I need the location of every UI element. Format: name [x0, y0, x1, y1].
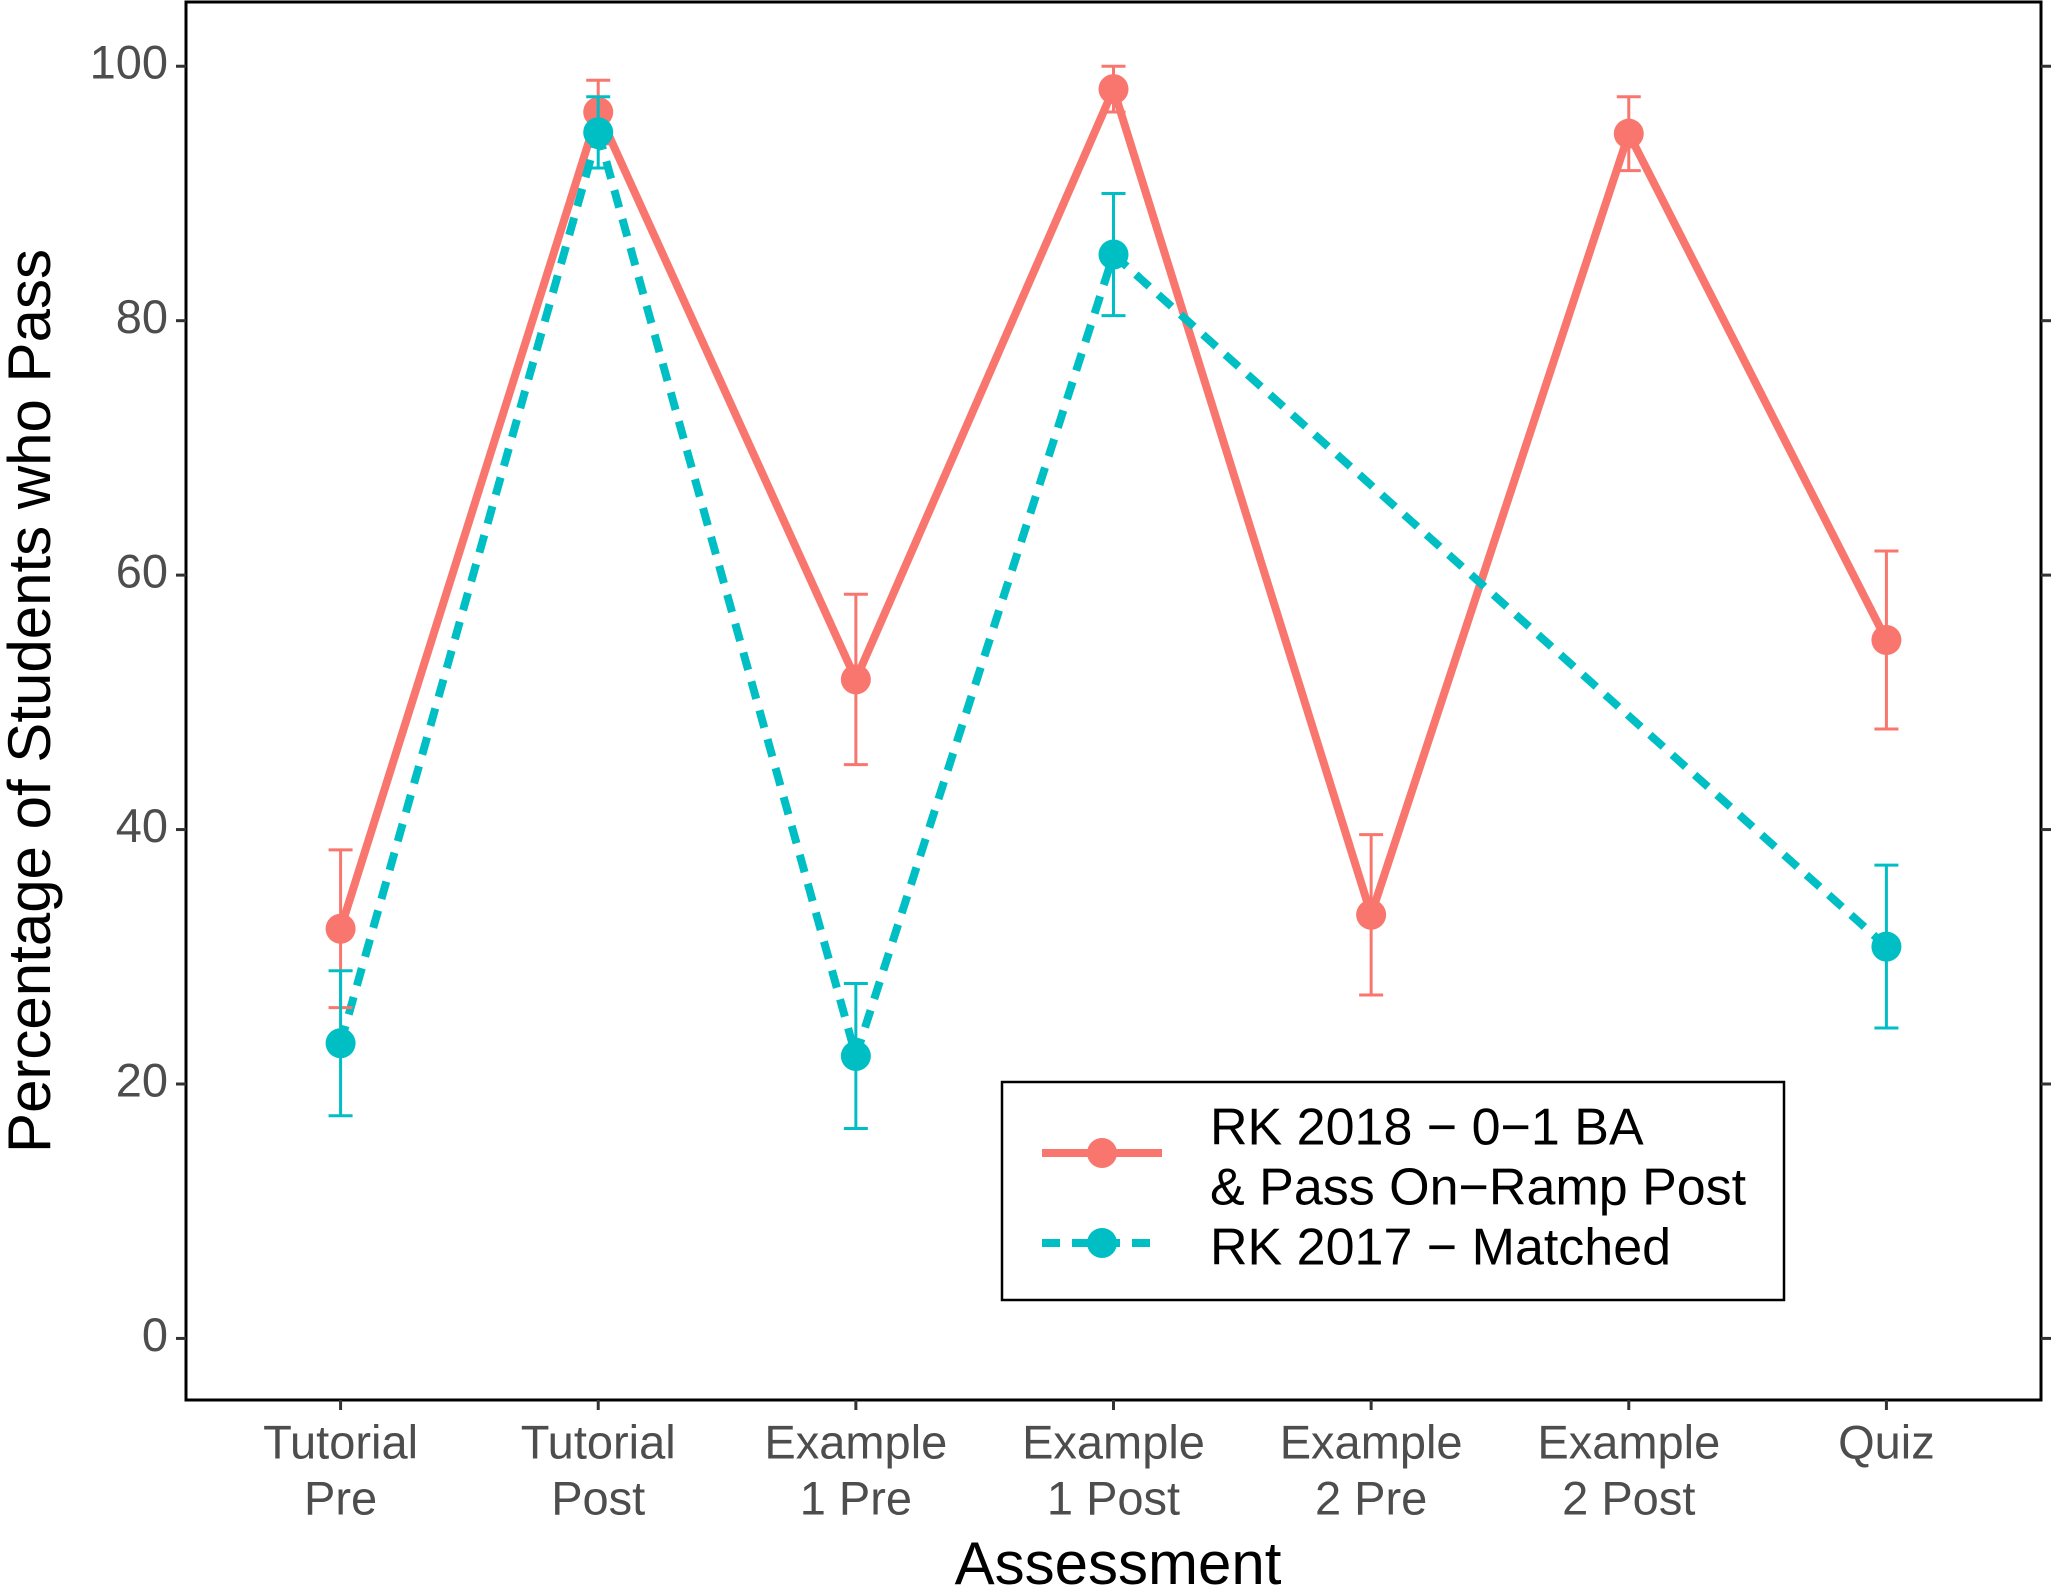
point	[1613, 118, 1644, 149]
series-line	[1109, 87, 1375, 916]
x-tick-label: Example	[1537, 1415, 1720, 1468]
y-tick-label: 20	[116, 1053, 168, 1106]
x-axis-title: Assessment	[955, 1530, 1282, 1593]
point	[1098, 239, 1129, 270]
point	[840, 1041, 871, 1072]
series-line	[594, 110, 860, 682]
y-tick-label: 100	[90, 36, 168, 89]
legend-label: RK 2018 − 0−1 BA	[1210, 1099, 1644, 1157]
x-tick-label: Tutorial	[263, 1415, 418, 1468]
point	[583, 117, 614, 148]
legend-box	[1000, 1080, 1786, 1302]
y-tick-label: 40	[116, 799, 168, 852]
point	[1356, 899, 1387, 930]
x-tick-label: Example	[764, 1415, 947, 1468]
point	[325, 1028, 356, 1059]
x-tick-label: Example	[1022, 1415, 1205, 1468]
point	[1871, 931, 1902, 962]
x-tick-label: Example	[1280, 1415, 1463, 1468]
series-line	[1110, 251, 1890, 950]
legend-key-point	[1087, 1228, 1117, 1258]
series-line	[336, 110, 603, 930]
x-tick-label: Quiz	[1838, 1415, 1935, 1468]
point	[1871, 624, 1902, 655]
point	[840, 664, 871, 695]
point	[1098, 74, 1129, 105]
x-tick-label: 1 Post	[1047, 1471, 1180, 1524]
x-tick-label: 2 Pre	[1315, 1471, 1427, 1524]
legend-label: & Pass On−Ramp Post	[1210, 1159, 1747, 1217]
x-tick-label: Pre	[304, 1471, 377, 1524]
x-tick-label: Post	[551, 1471, 645, 1524]
series-line	[1625, 131, 1890, 642]
x-tick-label: Tutorial	[521, 1415, 676, 1468]
x-tick-label: 1 Pre	[800, 1471, 912, 1524]
point	[325, 913, 356, 944]
y-tick-label: 60	[116, 545, 168, 598]
legend-key-point	[1087, 1138, 1117, 1168]
y-tick-label: 80	[116, 290, 168, 343]
series-line	[336, 131, 603, 1045]
series-line	[594, 131, 860, 1058]
y-tick-label: 0	[142, 1308, 168, 1361]
series-line	[852, 253, 1118, 1058]
series-line	[852, 87, 1118, 682]
legend-label: RK 2017 − Matched	[1210, 1219, 1671, 1277]
y-axis-title: Percentage of Students who Pass	[0, 249, 63, 1153]
x-tick-label: 2 Post	[1562, 1471, 1695, 1524]
series-line	[1367, 132, 1633, 917]
